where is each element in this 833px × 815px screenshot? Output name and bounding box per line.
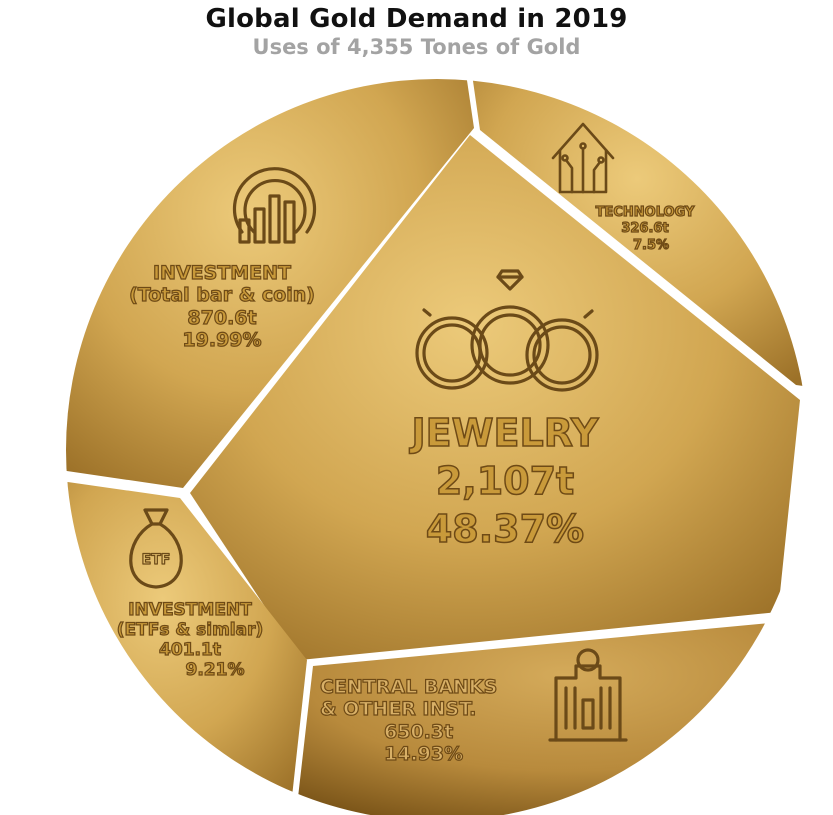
slice-percent: 14.93%: [383, 743, 464, 766]
label-central-banks: CENTRAL BANKS & OTHER INST. 650.3t 14.93…: [319, 675, 530, 766]
slice-percent: 7.5%: [632, 237, 670, 253]
money-bag-icon: ETF: [129, 508, 183, 589]
slice-percent: 19.99%: [182, 329, 262, 352]
etf-icon-label: ETF: [142, 552, 171, 568]
bank-building-icon: [548, 648, 628, 742]
slice-name: JEWELRY: [411, 410, 599, 455]
label-investment-bar-coin: INVESTMENT (Total bar & coin) 870.6t 19.…: [112, 261, 332, 352]
slice-name: INVESTMENT: [152, 261, 292, 284]
slice-sub: (ETFs & simlar): [116, 619, 264, 641]
circuit-house-icon: [551, 122, 615, 194]
slice-jewelry: [190, 135, 800, 660]
slice-name: INVESTMENT: [128, 599, 253, 620]
slice-value: 650.3t: [383, 720, 454, 743]
chart-subtitle: Uses of 4,355 Tones of Gold: [252, 35, 581, 59]
slice-value: 2,107t: [435, 458, 575, 503]
slice-value: 870.6t: [187, 306, 257, 329]
chart-growth-icon: [232, 167, 317, 244]
slice-name: TECHNOLOGY: [595, 204, 695, 220]
slice-value: 401.1t: [158, 639, 221, 661]
label-technology: TECHNOLOGY 326.6t 7.5%: [580, 204, 710, 254]
slice-percent: 9.21%: [185, 660, 245, 681]
rings-icon: [415, 269, 599, 392]
slice-name: CENTRAL BANKS: [319, 675, 498, 698]
slice-percent: 48.37%: [425, 506, 585, 551]
chart-title: Global Gold Demand in 2019: [205, 4, 628, 34]
label-jewelry: JEWELRY 2,107t 48.37%: [380, 410, 630, 554]
label-investment-etf: INVESTMENT (ETFs & simlar) 401.1t 9.21%: [100, 599, 280, 681]
slice-value: 326.6t: [621, 221, 670, 237]
slice-sub: & OTHER INST.: [319, 698, 477, 721]
slice-sub: (Total bar & coin): [128, 284, 315, 307]
